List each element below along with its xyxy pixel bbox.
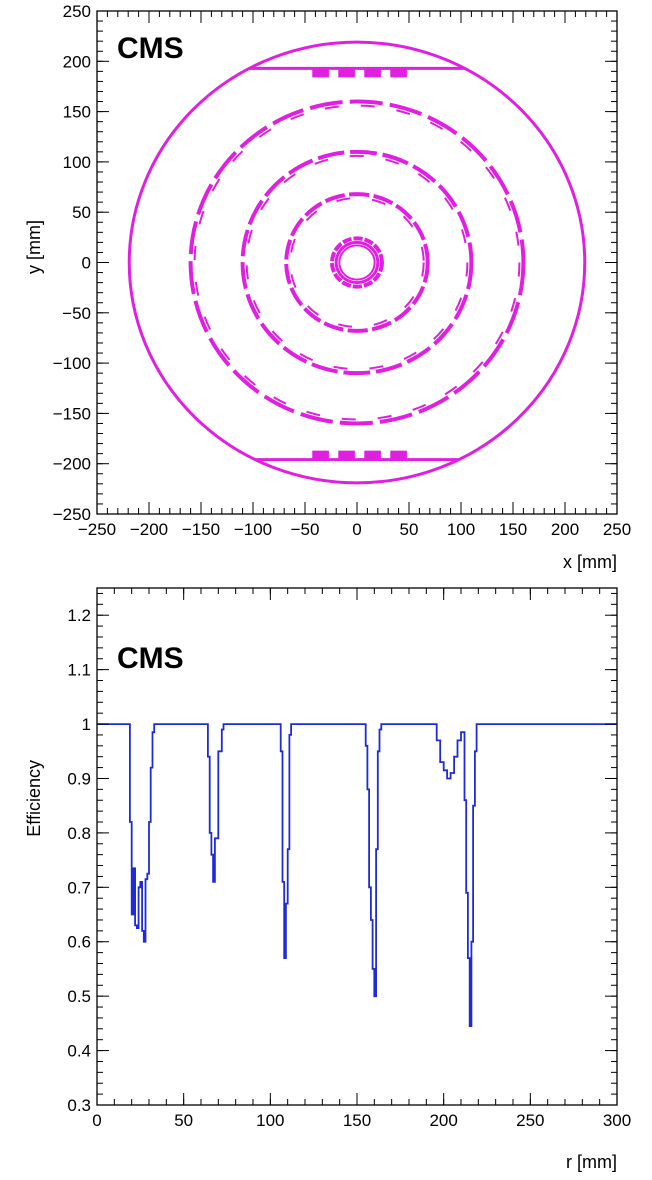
hit-ring-inner-layer: [289, 197, 425, 328]
xy-hit-map: [127, 40, 587, 485]
bottom-y-tick-label: 1: [82, 715, 91, 734]
bottom-panel-efficiency: 0 50 100 150 200 250 300 0.3 0.4 0.5 0.6 0.7 0.8 0.9 1…: [24, 587, 631, 1172]
bottom-cms-label: CMS: [117, 642, 184, 675]
hit-ring: [330, 236, 384, 289]
top-axis-ticks: −250 −200 −150 −100 −50 0 50 100 150 200 250 −250 −2…: [53, 2, 631, 539]
top-y-tick-label: 100: [63, 153, 91, 172]
bottom-y-tick-label: 0.3: [67, 1096, 91, 1115]
top-y-tick-label: −250: [53, 505, 91, 524]
bottom-x-tick-label: 150: [343, 1111, 371, 1130]
bottom-y-tick-label: 0.4: [67, 1042, 91, 1061]
top-x-tick-label: −200: [130, 520, 168, 539]
top-x-tick-label: 150: [499, 520, 527, 539]
hit-cluster: [338, 450, 355, 459]
hit-ring: [188, 99, 526, 426]
hit-ring: [240, 149, 474, 376]
hit-ring-inner-layer: [335, 241, 379, 284]
hit-ring: [284, 192, 430, 333]
hit-cluster: [364, 69, 381, 78]
hit-cluster: [312, 69, 329, 78]
top-x-tick-label: 250: [603, 520, 631, 539]
hit-ring-inner-layer: [193, 104, 521, 421]
top-y-tick-label: 50: [72, 203, 91, 222]
bottom-x-tick-label: 100: [256, 1111, 284, 1130]
bottom-y-tick-label: 0.8: [67, 824, 91, 843]
top-panel-xy-map: −250 −200 −150 −100 −50 0 50 100 150 200 250 −250 −2…: [24, 2, 631, 572]
bottom-y-tick-label: 1.2: [67, 606, 91, 625]
bottom-axis-ticks: 0 50 100 150 200 250 300 0.3 0.4 0.5 0.6 0.7 0.8 0.9 1…: [67, 588, 631, 1130]
bottom-y-tick-label: 0.5: [67, 987, 91, 1006]
top-x-tick-label: −50: [291, 520, 320, 539]
hit-ring-innermost: [338, 244, 376, 281]
bottom-x-tick-label: 250: [516, 1111, 544, 1130]
bottom-x-tick-label: 50: [174, 1111, 193, 1130]
top-x-tick-label: 50: [400, 520, 419, 539]
hit-cluster: [312, 450, 329, 459]
bottom-x-tick-label: 200: [429, 1111, 457, 1130]
efficiency-series-line: [97, 723, 617, 1027]
top-x-axis-title: x [mm]: [563, 552, 617, 572]
bottom-y-axis-title: Efficiency: [24, 760, 44, 837]
top-y-tick-label: −50: [62, 304, 91, 323]
bottom-y-tick-label: 0.6: [67, 933, 91, 952]
bottom-y-tick-label: 0.7: [67, 878, 91, 897]
top-y-tick-label: 0: [82, 254, 91, 273]
top-y-tick-label: −100: [53, 354, 91, 373]
top-y-tick-label: 150: [63, 103, 91, 122]
bottom-x-tick-label: 300: [603, 1111, 631, 1130]
hit-cluster: [364, 450, 381, 459]
hit-cluster: [390, 450, 407, 459]
top-plot-frame: [96, 10, 618, 515]
bottom-y-tick-label: 0.9: [67, 769, 91, 788]
top-y-tick-label: 250: [63, 2, 91, 21]
top-x-tick-label: 0: [352, 520, 361, 539]
top-x-tick-label: 100: [447, 520, 475, 539]
efficiency-curve: [97, 723, 617, 1027]
bottom-x-tick-label: 0: [92, 1111, 101, 1130]
top-y-axis-title: y [mm]: [24, 220, 44, 274]
top-x-tick-label: −250: [78, 520, 116, 539]
top-y-tick-label: −150: [53, 404, 91, 423]
bottom-x-axis-title: r [mm]: [566, 1152, 617, 1172]
hit-ring-inner-layer: [245, 154, 469, 371]
hit-cluster: [338, 69, 355, 78]
top-cms-label: CMS: [117, 32, 184, 65]
hit-cluster: [390, 69, 407, 78]
top-y-tick-label: 200: [63, 52, 91, 71]
top-x-tick-label: 200: [551, 520, 579, 539]
top-y-tick-label: −200: [53, 455, 91, 474]
top-x-tick-label: −100: [234, 520, 272, 539]
hit-ring: [127, 40, 587, 485]
top-x-tick-label: −150: [182, 520, 220, 539]
bottom-y-tick-label: 1.1: [67, 661, 91, 680]
